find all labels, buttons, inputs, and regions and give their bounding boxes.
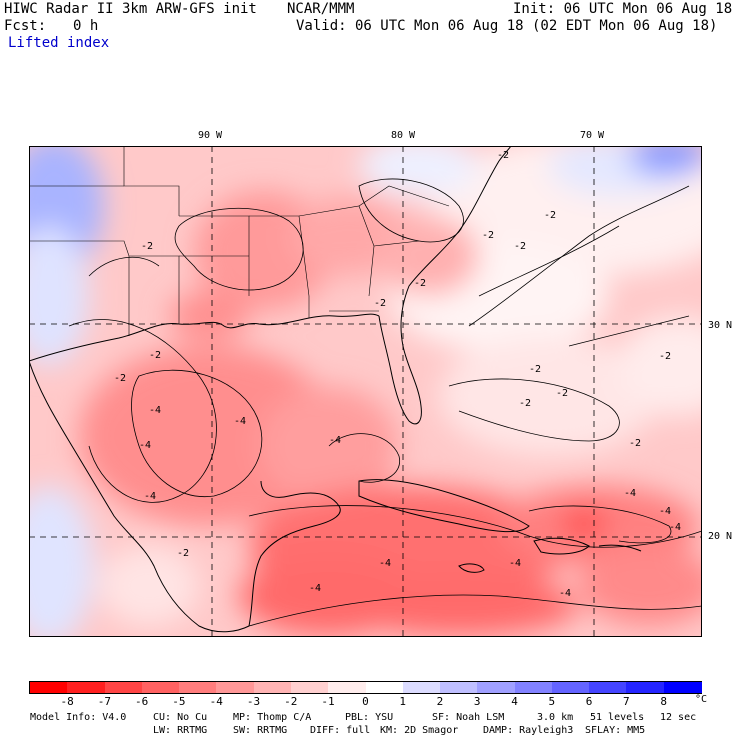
contour-lines bbox=[68, 178, 702, 627]
color-scale-tick-label: -1 bbox=[321, 695, 335, 708]
color-scale-tick-label: 4 bbox=[511, 695, 518, 708]
state-borders bbox=[29, 146, 450, 336]
color-scale-segment bbox=[626, 682, 665, 693]
contour-label: -2 bbox=[149, 350, 161, 361]
color-scale-tick-label: 6 bbox=[585, 695, 593, 708]
map-frame bbox=[29, 146, 702, 637]
contour-label: -4 bbox=[559, 588, 571, 599]
contour-label: -4 bbox=[509, 558, 521, 569]
color-scale-tick-label: 8 bbox=[660, 695, 667, 708]
contour-label: -4 bbox=[669, 522, 681, 533]
contour-label: -2 bbox=[629, 438, 641, 449]
contour-value-labels: -2 -2 -2 -2 -2 -2 -2 -2 -2 -2 -2 -2 -2 -… bbox=[114, 150, 681, 599]
color-scale-tick-label: -8 bbox=[60, 695, 74, 708]
coastlines bbox=[29, 146, 642, 633]
footer-mp: MP: Thomp C/A bbox=[233, 712, 312, 723]
color-scale-tick-label: -7 bbox=[97, 695, 111, 708]
contour-label: -4 bbox=[149, 405, 161, 416]
color-scale-segment bbox=[365, 682, 404, 693]
contour-label: -2 bbox=[114, 373, 126, 384]
contour-label: -2 bbox=[514, 241, 526, 252]
lat-label-30n: 30 N bbox=[708, 320, 733, 331]
contour-label: -2 bbox=[141, 241, 153, 252]
color-scale-tick-label: -6 bbox=[135, 695, 149, 708]
lon-label-80w: 80 W bbox=[391, 130, 416, 141]
forecast-hour: 0 h bbox=[73, 18, 99, 34]
contour-label: -4 bbox=[234, 416, 246, 427]
color-scale-segment bbox=[67, 682, 106, 693]
contour-label: -2 bbox=[177, 548, 189, 559]
contour-label: -2 bbox=[529, 364, 541, 375]
color-scale-segment bbox=[253, 682, 292, 693]
color-scale-tick-label: -3 bbox=[246, 695, 261, 708]
color-scale-segment bbox=[179, 682, 218, 693]
contour-label: -2 bbox=[482, 230, 494, 241]
contour-label: -4 bbox=[309, 583, 321, 594]
color-scale-segment bbox=[104, 682, 143, 693]
color-scale-tick-label: 7 bbox=[623, 695, 630, 708]
footer-sf: SF: Noah LSM bbox=[432, 712, 505, 723]
color-scale-segment bbox=[551, 682, 590, 693]
init-time: Init: 06 UTC Mon 06 Aug 18 bbox=[513, 1, 733, 17]
footer-sw: SW: RRTMG bbox=[233, 725, 288, 736]
color-scale-tick-label: -2 bbox=[284, 695, 298, 708]
forecast-label: Fcst: bbox=[4, 18, 47, 34]
color-scale-segment bbox=[402, 682, 441, 693]
color-scale-segment bbox=[290, 682, 329, 693]
contour-label: -2 bbox=[519, 398, 531, 409]
color-scale-tick-label: -5 bbox=[172, 695, 186, 708]
contour-label: -4 bbox=[329, 435, 341, 446]
color-scale-segment bbox=[30, 682, 68, 693]
field-name: Lifted index bbox=[8, 35, 110, 51]
color-scale-segment bbox=[440, 682, 479, 693]
color-scale-segment bbox=[514, 682, 553, 693]
contour-label: -4 bbox=[144, 491, 156, 502]
footer-damp: DAMP: Rayleigh3 bbox=[483, 725, 574, 736]
color-scale-tick-label: 3 bbox=[473, 695, 481, 708]
footer-cu: CU: No Cu bbox=[153, 712, 208, 723]
color-scale-tick-label: 2 bbox=[436, 695, 444, 708]
color-scale-segment bbox=[589, 682, 628, 693]
footer-lw: LW: RRTMG bbox=[153, 725, 208, 736]
color-scale-tick-label: 1 bbox=[399, 695, 406, 708]
lon-label-90w: 90 W bbox=[198, 130, 223, 141]
contour-label: -4 bbox=[659, 506, 671, 517]
footer-timestep: 12 sec bbox=[660, 712, 697, 723]
color-scale-tick-label: -4 bbox=[209, 695, 223, 708]
model-title: HIWC Radar II 3km ARW-GFS init bbox=[4, 1, 257, 17]
contour-label: -2 bbox=[374, 298, 386, 309]
footer-km: KM: 2D Smagor bbox=[380, 725, 459, 736]
contour-label: -2 bbox=[497, 150, 509, 161]
footer-resolution: 3.0 km bbox=[537, 712, 574, 723]
valid-time: Valid: 06 UTC Mon 06 Aug 18 (02 EDT Mon … bbox=[296, 18, 718, 34]
color-scale-segment bbox=[216, 682, 255, 693]
lifted-index-map: -2 -2 -2 -2 -2 -2 -2 -2 -2 -2 -2 -2 -2 -… bbox=[29, 146, 702, 637]
organization: NCAR/MMM bbox=[287, 1, 355, 17]
contour-label: -4 bbox=[139, 440, 151, 451]
contour-label: -4 bbox=[624, 488, 636, 499]
contour-label: -2 bbox=[544, 210, 556, 221]
color-scale-bar bbox=[29, 681, 702, 694]
contour-label: -2 bbox=[556, 388, 568, 399]
footer-pbl: PBL: YSU bbox=[345, 712, 394, 723]
footer-diff: DIFF: full bbox=[310, 725, 371, 736]
lat-label-20n: 20 N bbox=[708, 531, 733, 542]
color-scale-segment bbox=[141, 682, 180, 693]
footer-levels: 51 levels bbox=[590, 712, 645, 723]
contour-label: -4 bbox=[379, 558, 391, 569]
footer-model-info: Model Info: V4.0 bbox=[30, 712, 127, 723]
contour-label: -2 bbox=[414, 278, 426, 289]
contour-label: -2 bbox=[659, 351, 671, 362]
color-scale-segment bbox=[328, 682, 367, 693]
footer-sflay: SFLAY: MM5 bbox=[585, 725, 646, 736]
lon-label-70w: 70 W bbox=[580, 130, 605, 141]
color-scale-tick-label: 5 bbox=[548, 695, 556, 708]
unit-label: °C bbox=[695, 694, 708, 705]
color-scale-segment bbox=[663, 682, 702, 693]
color-scale-tick-label: 0 bbox=[362, 695, 369, 708]
color-scale-segment bbox=[477, 682, 516, 693]
latlon-grid bbox=[29, 146, 702, 637]
